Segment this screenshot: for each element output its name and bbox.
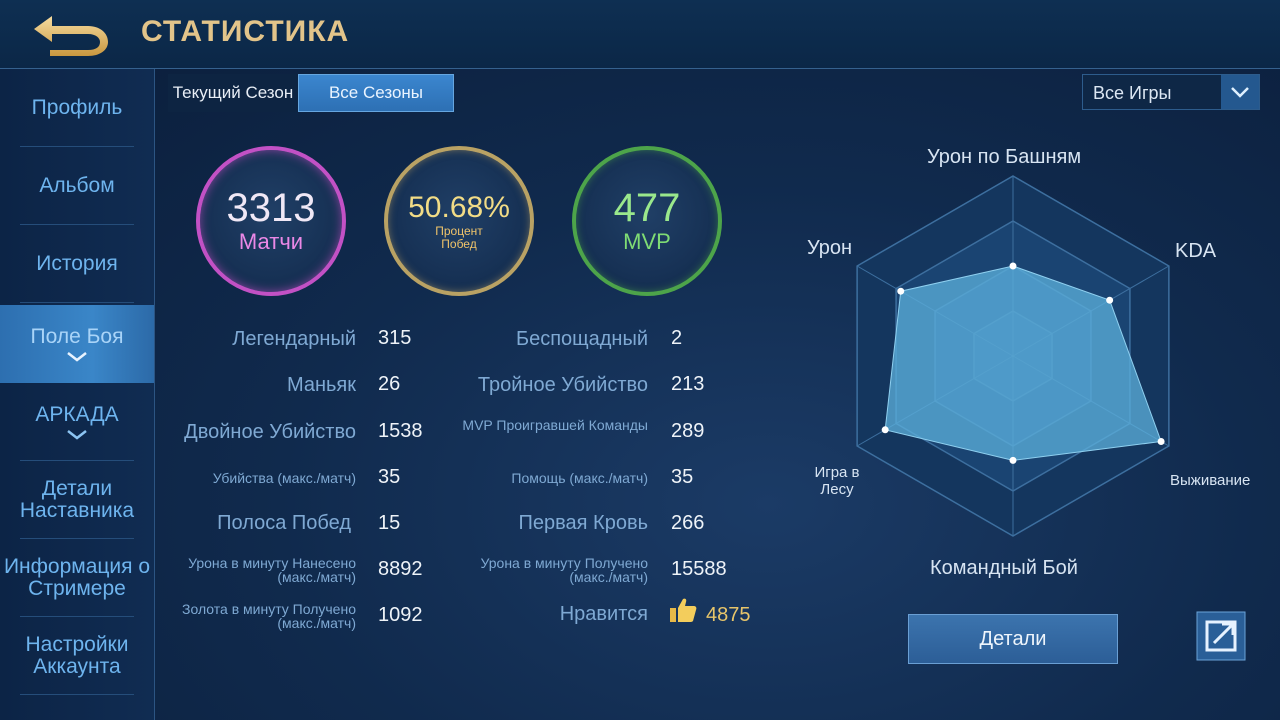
chevron-down-icon bbox=[67, 430, 87, 440]
radar-label-jungle: Игра в Лесу bbox=[814, 464, 860, 498]
sidebar-item-battlefield[interactable]: Поле Боя bbox=[0, 305, 154, 383]
sidebar-item-label: Поле Боя bbox=[30, 325, 124, 348]
stat-label-savage: Беспощадный bbox=[515, 328, 648, 350]
stat-value-likes: 4875 bbox=[706, 604, 751, 626]
sidebar-item-label: Информация о Стримере bbox=[3, 555, 151, 600]
radar-label-kda: KDA bbox=[1175, 240, 1217, 262]
stat-value-first-blood: 266 bbox=[671, 512, 705, 534]
game-mode-value: Все Игры bbox=[1093, 83, 1172, 103]
stat-label-gold-per-min: Золота в минуту Получено (макс./матч) bbox=[182, 601, 356, 631]
radar-label-tower-damage: Урон по Башням bbox=[927, 146, 1082, 168]
back-arrow-icon[interactable] bbox=[30, 12, 112, 56]
radar-point bbox=[1157, 438, 1165, 445]
tab-all-seasons[interactable]: Все Сезоны bbox=[298, 74, 454, 112]
divider bbox=[20, 538, 134, 539]
radar-point bbox=[1009, 456, 1017, 464]
chevron-down-icon bbox=[1231, 87, 1249, 98]
sidebar-item-label: АРКАДА bbox=[35, 403, 119, 426]
stat-value-win-streak: 15 bbox=[378, 512, 401, 534]
matches-value: 3313 bbox=[226, 186, 316, 230]
dropdown-button[interactable] bbox=[1221, 75, 1259, 109]
stat-label-mvp-losing-team: MVP Проигравшей Команды bbox=[462, 417, 648, 433]
winrate-circle: 50.68% Процент Побед bbox=[384, 146, 534, 296]
divider bbox=[20, 302, 134, 303]
matches-circle: 3313 Матчи bbox=[196, 146, 346, 296]
mvp-circle: 477 MVP bbox=[572, 146, 722, 296]
stat-value-damage-dealt-per-min: 8892 bbox=[378, 558, 423, 580]
radar-point bbox=[881, 426, 889, 434]
sidebar-item-arcade[interactable]: АРКАДА bbox=[0, 383, 154, 461]
matches-label: Матчи bbox=[238, 229, 304, 254]
stat-label-damage-dealt-per-min: Урона в минуту Нанесено (макс./матч) bbox=[188, 555, 356, 585]
radar-point bbox=[1009, 262, 1017, 270]
game-mode-select[interactable]: Все Игры bbox=[1082, 74, 1260, 110]
thumbs-up-icon bbox=[670, 598, 697, 622]
radar-point bbox=[1106, 296, 1114, 304]
sidebar-item-label: Альбом bbox=[39, 174, 115, 197]
stat-label-maniac: Маньяк bbox=[286, 374, 356, 396]
divider bbox=[20, 146, 134, 147]
sidebar-item-streamer-info[interactable]: Информация о Стримере bbox=[0, 539, 154, 617]
sidebar-item-profile[interactable]: Профиль bbox=[0, 69, 154, 147]
radar-label-damage: Урон bbox=[807, 237, 853, 259]
share-icon[interactable] bbox=[1196, 611, 1246, 661]
stat-value-damage-taken-per-min: 15588 bbox=[671, 558, 727, 580]
stat-label-likes: Нравится bbox=[559, 603, 648, 625]
stat-value-mvp-losing-team: 289 bbox=[671, 420, 705, 442]
radar-label-teamfight: Командный Бой bbox=[930, 557, 1078, 579]
mvp-value: 477 bbox=[613, 186, 681, 230]
divider bbox=[20, 460, 134, 461]
stat-value-maniac: 26 bbox=[378, 373, 401, 395]
mvp-label: MVP bbox=[623, 229, 671, 254]
stat-label-legendary: Легендарный bbox=[232, 328, 356, 350]
stat-value-max-kills: 35 bbox=[378, 466, 401, 488]
sidebar-item-album[interactable]: Альбом bbox=[0, 147, 154, 225]
stat-value-double-kill: 1538 bbox=[378, 420, 423, 442]
page-title: СТАТИСТИКА bbox=[141, 15, 350, 48]
stat-value-legendary: 315 bbox=[378, 327, 412, 349]
sidebar: Профиль Альбом История Поле Боя АРКАДА Д… bbox=[0, 69, 155, 720]
details-button[interactable]: Детали bbox=[908, 614, 1118, 664]
stat-label-max-assists: Помощь (макс./матч) bbox=[511, 470, 648, 486]
stat-label-damage-taken-per-min: Урона в минуту Получено (макс./матч) bbox=[480, 555, 648, 585]
stat-value-gold-per-min: 1092 bbox=[378, 604, 423, 626]
stat-value-triple-kill: 213 bbox=[671, 373, 705, 395]
tab-current-season[interactable]: Текущий Сезон bbox=[168, 74, 298, 112]
stat-label-triple-kill: Тройное Убийство bbox=[477, 374, 648, 396]
radar-point bbox=[897, 287, 905, 295]
radar-chart bbox=[856, 175, 1170, 537]
stat-value-savage: 2 bbox=[671, 327, 683, 349]
divider bbox=[20, 694, 134, 695]
radar-label-survival: Выживание bbox=[1170, 472, 1251, 489]
stat-label-double-kill: Двойное Убийство bbox=[184, 421, 356, 443]
sidebar-item-mentor-details[interactable]: Детали Наставника bbox=[0, 461, 154, 539]
stat-value-max-assists: 35 bbox=[671, 466, 694, 488]
winrate-value: 50.68% bbox=[408, 191, 510, 224]
sidebar-item-label: Настройки Аккаунта bbox=[25, 633, 129, 678]
divider bbox=[20, 616, 134, 617]
chevron-down-icon bbox=[67, 352, 87, 362]
sidebar-item-account-settings[interactable]: Настройки Аккаунта bbox=[0, 617, 154, 695]
sidebar-item-label: Детали Наставника bbox=[19, 477, 135, 522]
sidebar-item-label: Профиль bbox=[31, 96, 123, 119]
stat-label-max-kills: Убийства (макс./матч) bbox=[212, 470, 356, 486]
winrate-label: Процент Побед bbox=[435, 224, 483, 251]
sidebar-item-label: История bbox=[36, 252, 118, 275]
divider bbox=[20, 224, 134, 225]
sidebar-item-history[interactable]: История bbox=[0, 225, 154, 303]
header: СТАТИСТИКА bbox=[0, 0, 1280, 69]
season-tabs: Текущий Сезон Все Сезоны bbox=[168, 74, 454, 112]
stat-label-win-streak: Полоса Побед bbox=[217, 512, 351, 534]
stat-label-first-blood: Первая Кровь bbox=[518, 512, 648, 534]
